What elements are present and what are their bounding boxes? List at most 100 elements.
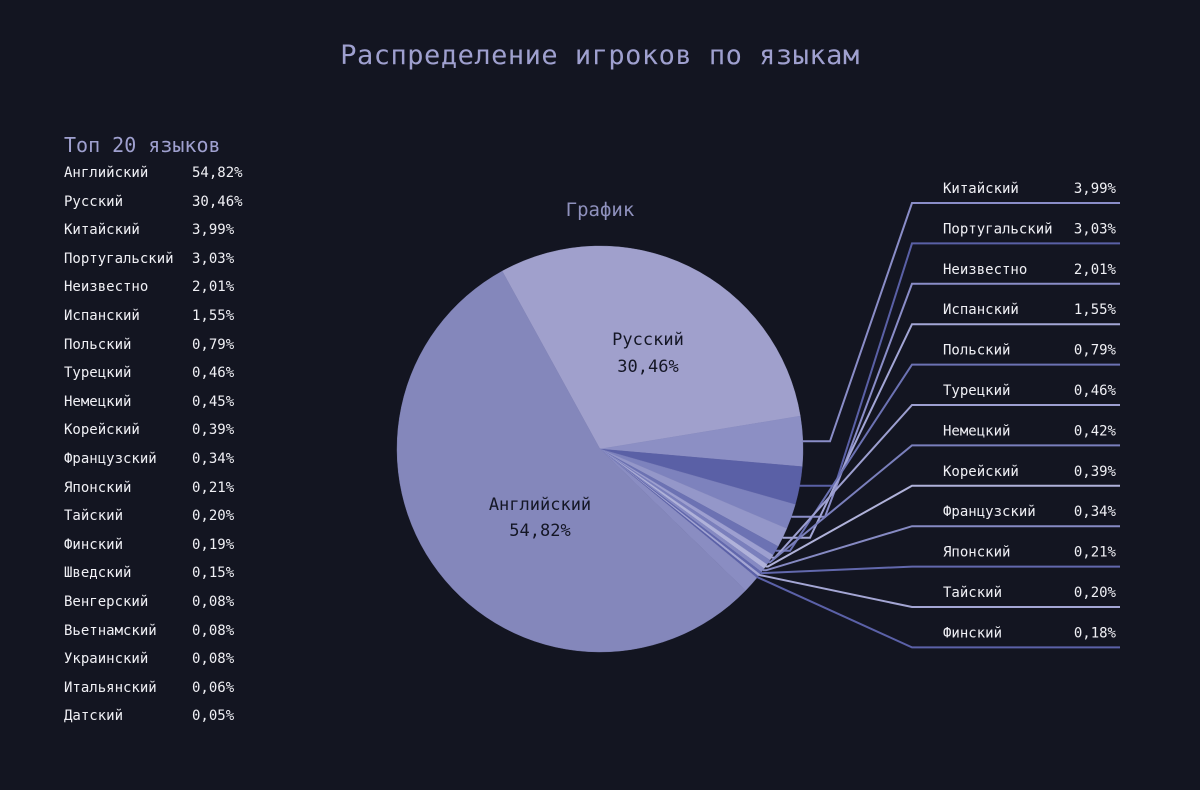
top-language-name: Португальский xyxy=(64,250,174,267)
top-languages-panel: Топ 20 языков Английский 54,82% Русский 30,… xyxy=(64,133,264,735)
callout-line xyxy=(760,565,1120,575)
callout-label-value: 3,03% xyxy=(1074,221,1117,237)
pie-label-value: 30,46% xyxy=(617,357,678,377)
top-language-row: Португальский 3,03% xyxy=(64,249,264,278)
top-language-row: Украинский 0,08% xyxy=(64,649,264,678)
callout-line xyxy=(782,323,1120,539)
top-language-row: Неизвестно 2,01% xyxy=(64,277,264,306)
callout-line xyxy=(771,404,1120,559)
callout-line xyxy=(756,576,1120,649)
top-language-value: 2,01% xyxy=(192,279,235,296)
callout-line xyxy=(768,444,1120,564)
top-language-name: Тайский xyxy=(64,508,124,525)
top-language-row: Испанский 1,55% xyxy=(64,306,264,335)
top-language-row: Японский 0,21% xyxy=(64,478,264,507)
callout-label-name: Финский xyxy=(943,625,1002,641)
top-language-row: Польский 0,79% xyxy=(64,335,264,364)
top-language-row: Корейский 0,39% xyxy=(64,420,264,449)
top-language-row: Французский 0,34% xyxy=(64,449,264,478)
top-language-row: Русский 30,46% xyxy=(64,192,264,221)
callout-label-name: Испанский xyxy=(943,302,1019,318)
callout-label-value: 0,39% xyxy=(1074,464,1117,480)
top-language-value: 30,46% xyxy=(192,193,243,210)
top-language-value: 0,08% xyxy=(192,651,235,668)
top-language-name: Японский xyxy=(64,479,132,496)
top-language-row: Китайский 3,99% xyxy=(64,220,264,249)
top-language-name: Шведский xyxy=(64,565,132,582)
top-language-value: 3,03% xyxy=(192,250,235,267)
callout-label-name: Тайский xyxy=(943,585,1002,601)
callout-label-name: Турецкий xyxy=(943,383,1010,399)
top-language-name: Турецкий xyxy=(64,365,132,382)
top-language-name: Венгерский xyxy=(64,593,149,610)
callout-label-value: 1,55% xyxy=(1074,302,1117,318)
top-language-row: Венгерский 0,08% xyxy=(64,592,264,621)
callout-label-name: Неизвестно xyxy=(943,262,1027,278)
pie-label-value: 54,82% xyxy=(509,521,570,541)
top-language-name: Итальянский xyxy=(64,679,157,696)
top-language-name: Украинский xyxy=(64,651,149,668)
top-language-value: 3,99% xyxy=(192,222,235,239)
top-language-value: 0,05% xyxy=(192,708,235,725)
top-language-value: 0,39% xyxy=(192,422,235,439)
top-language-name: Вьетнамский xyxy=(64,622,157,639)
top-language-name: Китайский xyxy=(64,222,140,239)
callout-line xyxy=(765,484,1120,568)
top-language-value: 0,19% xyxy=(192,536,235,553)
pie-slice-14 xyxy=(396,270,746,653)
top-language-row: Тайский 0,20% xyxy=(64,506,264,535)
callout-label-value: 2,01% xyxy=(1074,262,1117,278)
top-language-value: 0,45% xyxy=(192,393,235,410)
top-language-row: Турецкий 0,46% xyxy=(64,363,264,392)
callout-line xyxy=(759,574,1120,608)
top-language-value: 1,55% xyxy=(192,307,235,324)
callout-label-name: Португальский xyxy=(943,221,1053,237)
top-language-value: 0,79% xyxy=(192,336,235,353)
callout-line xyxy=(802,202,1120,443)
callout-label-name: Японский xyxy=(943,545,1010,561)
top-language-name: Русский xyxy=(64,193,124,210)
callout-label-name: Китайский xyxy=(943,181,1019,197)
top-language-row: Вьетнамский 0,08% xyxy=(64,621,264,650)
pie-slice-0 xyxy=(501,245,801,450)
top-language-value: 54,82% xyxy=(192,165,243,181)
callout-label-name: Немецкий xyxy=(943,423,1010,439)
top-languages-list: Английский 54,82% Русский 30,46% Китайский 3,… xyxy=(64,163,264,735)
top-language-row: Датский 0,05% xyxy=(64,706,264,735)
callout-line xyxy=(791,282,1120,518)
top-language-value: 0,08% xyxy=(192,593,235,610)
callout-label-value: 0,18% xyxy=(1074,625,1117,641)
top-language-name: Датский xyxy=(64,708,124,725)
callout-label-value: 0,21% xyxy=(1074,545,1117,561)
callout-label-value: 0,42% xyxy=(1074,423,1117,439)
top-language-name: Неизвестно xyxy=(64,279,149,296)
callout-line xyxy=(762,525,1120,572)
top-language-row: Итальянский 0,06% xyxy=(64,678,264,707)
callout-label-value: 3,99% xyxy=(1074,181,1117,197)
top-language-row: Немецкий 0,45% xyxy=(64,392,264,421)
callout-label-name: Корейский xyxy=(943,464,1019,480)
top-language-name: Финский xyxy=(64,536,124,553)
top-language-value: 0,15% xyxy=(192,565,235,582)
top-language-name: Корейский xyxy=(64,422,140,439)
top-language-value: 0,20% xyxy=(192,508,235,525)
pie-chart-heading: График xyxy=(565,199,635,221)
top-language-name: Немецкий xyxy=(64,393,132,410)
callout-line xyxy=(799,242,1120,487)
callout-label-value: 0,46% xyxy=(1074,383,1117,399)
top-language-name: Английский xyxy=(64,165,149,181)
pie-label-name: Русский xyxy=(612,330,684,350)
top-language-value: 0,06% xyxy=(192,679,235,696)
top-language-row: Финский 0,19% xyxy=(64,535,264,564)
top-language-value: 0,46% xyxy=(192,365,235,382)
callout-label-value: 0,34% xyxy=(1074,504,1117,520)
callout-label-name: Польский xyxy=(943,343,1010,359)
top-language-name: Польский xyxy=(64,336,132,353)
callout-label-name: Французский xyxy=(943,504,1036,520)
top-language-value: 0,21% xyxy=(192,479,235,496)
top-language-name: Испанский xyxy=(64,307,140,324)
top-language-value: 0,34% xyxy=(192,450,235,467)
top-language-name: Французский xyxy=(64,450,157,467)
top-language-row: Английский 54,82% xyxy=(64,163,264,192)
